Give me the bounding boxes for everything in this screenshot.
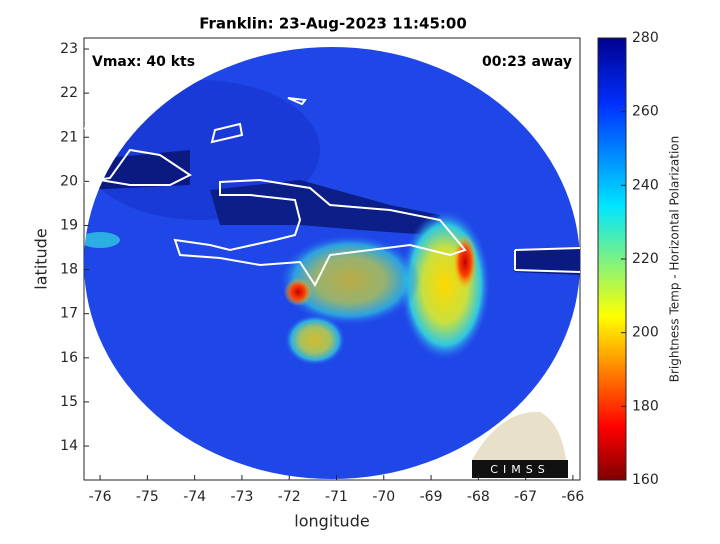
logo-text: CIMSS [490,463,549,476]
x-tick-label: -74 [183,489,206,505]
x-tick-label: -69 [420,489,443,505]
y-tick-label: 22 [60,85,78,101]
x-tick-label: -68 [467,489,490,505]
x-tick-label: -75 [136,489,159,505]
y-tick-label: 18 [60,262,78,278]
coastlines [83,97,581,288]
colorbar-tick-label: 260 [632,104,659,120]
x-tick-label: -72 [278,489,301,505]
annotation: Vmax: 40 kts [92,54,195,70]
y-tick-label: 23 [60,41,78,57]
colorbar-tick-label: 240 [632,177,659,193]
colorbar-tick-label: 160 [632,472,659,488]
x-tick-label: -76 [89,489,112,505]
x-tick-label: -70 [372,489,395,505]
y-tick-label: 16 [60,350,78,366]
x-tick-label: -73 [230,489,253,505]
colorbar-tick-label: 180 [632,398,659,414]
y-tick-label: 21 [60,129,78,145]
cimss-logo: CIMSS [472,411,568,478]
swath [84,47,580,479]
colorbar-tick-label: 280 [632,30,659,46]
annotation: 00:23 away [482,54,572,70]
y-tick-label: 19 [60,217,78,233]
y-tick-label: 14 [60,438,78,454]
y-tick-label: 20 [60,173,78,189]
y-axis-label: latitude [32,228,51,289]
x-tick-label: -66 [561,489,584,505]
x-axis-label: longitude [294,512,369,531]
colorbar-tick-label: 220 [632,251,659,267]
x-tick-label: -71 [325,489,348,505]
x-tick-label: -67 [514,489,537,505]
y-tick-label: 17 [60,306,78,322]
colorbar-tick-label: 200 [632,325,659,341]
chart-title: Franklin: 23-Aug-2023 11:45:00 [199,15,467,33]
y-tick-label: 15 [60,394,78,410]
colorbar-label: Brightness Temp - Horizontal Polarizatio… [668,136,682,383]
